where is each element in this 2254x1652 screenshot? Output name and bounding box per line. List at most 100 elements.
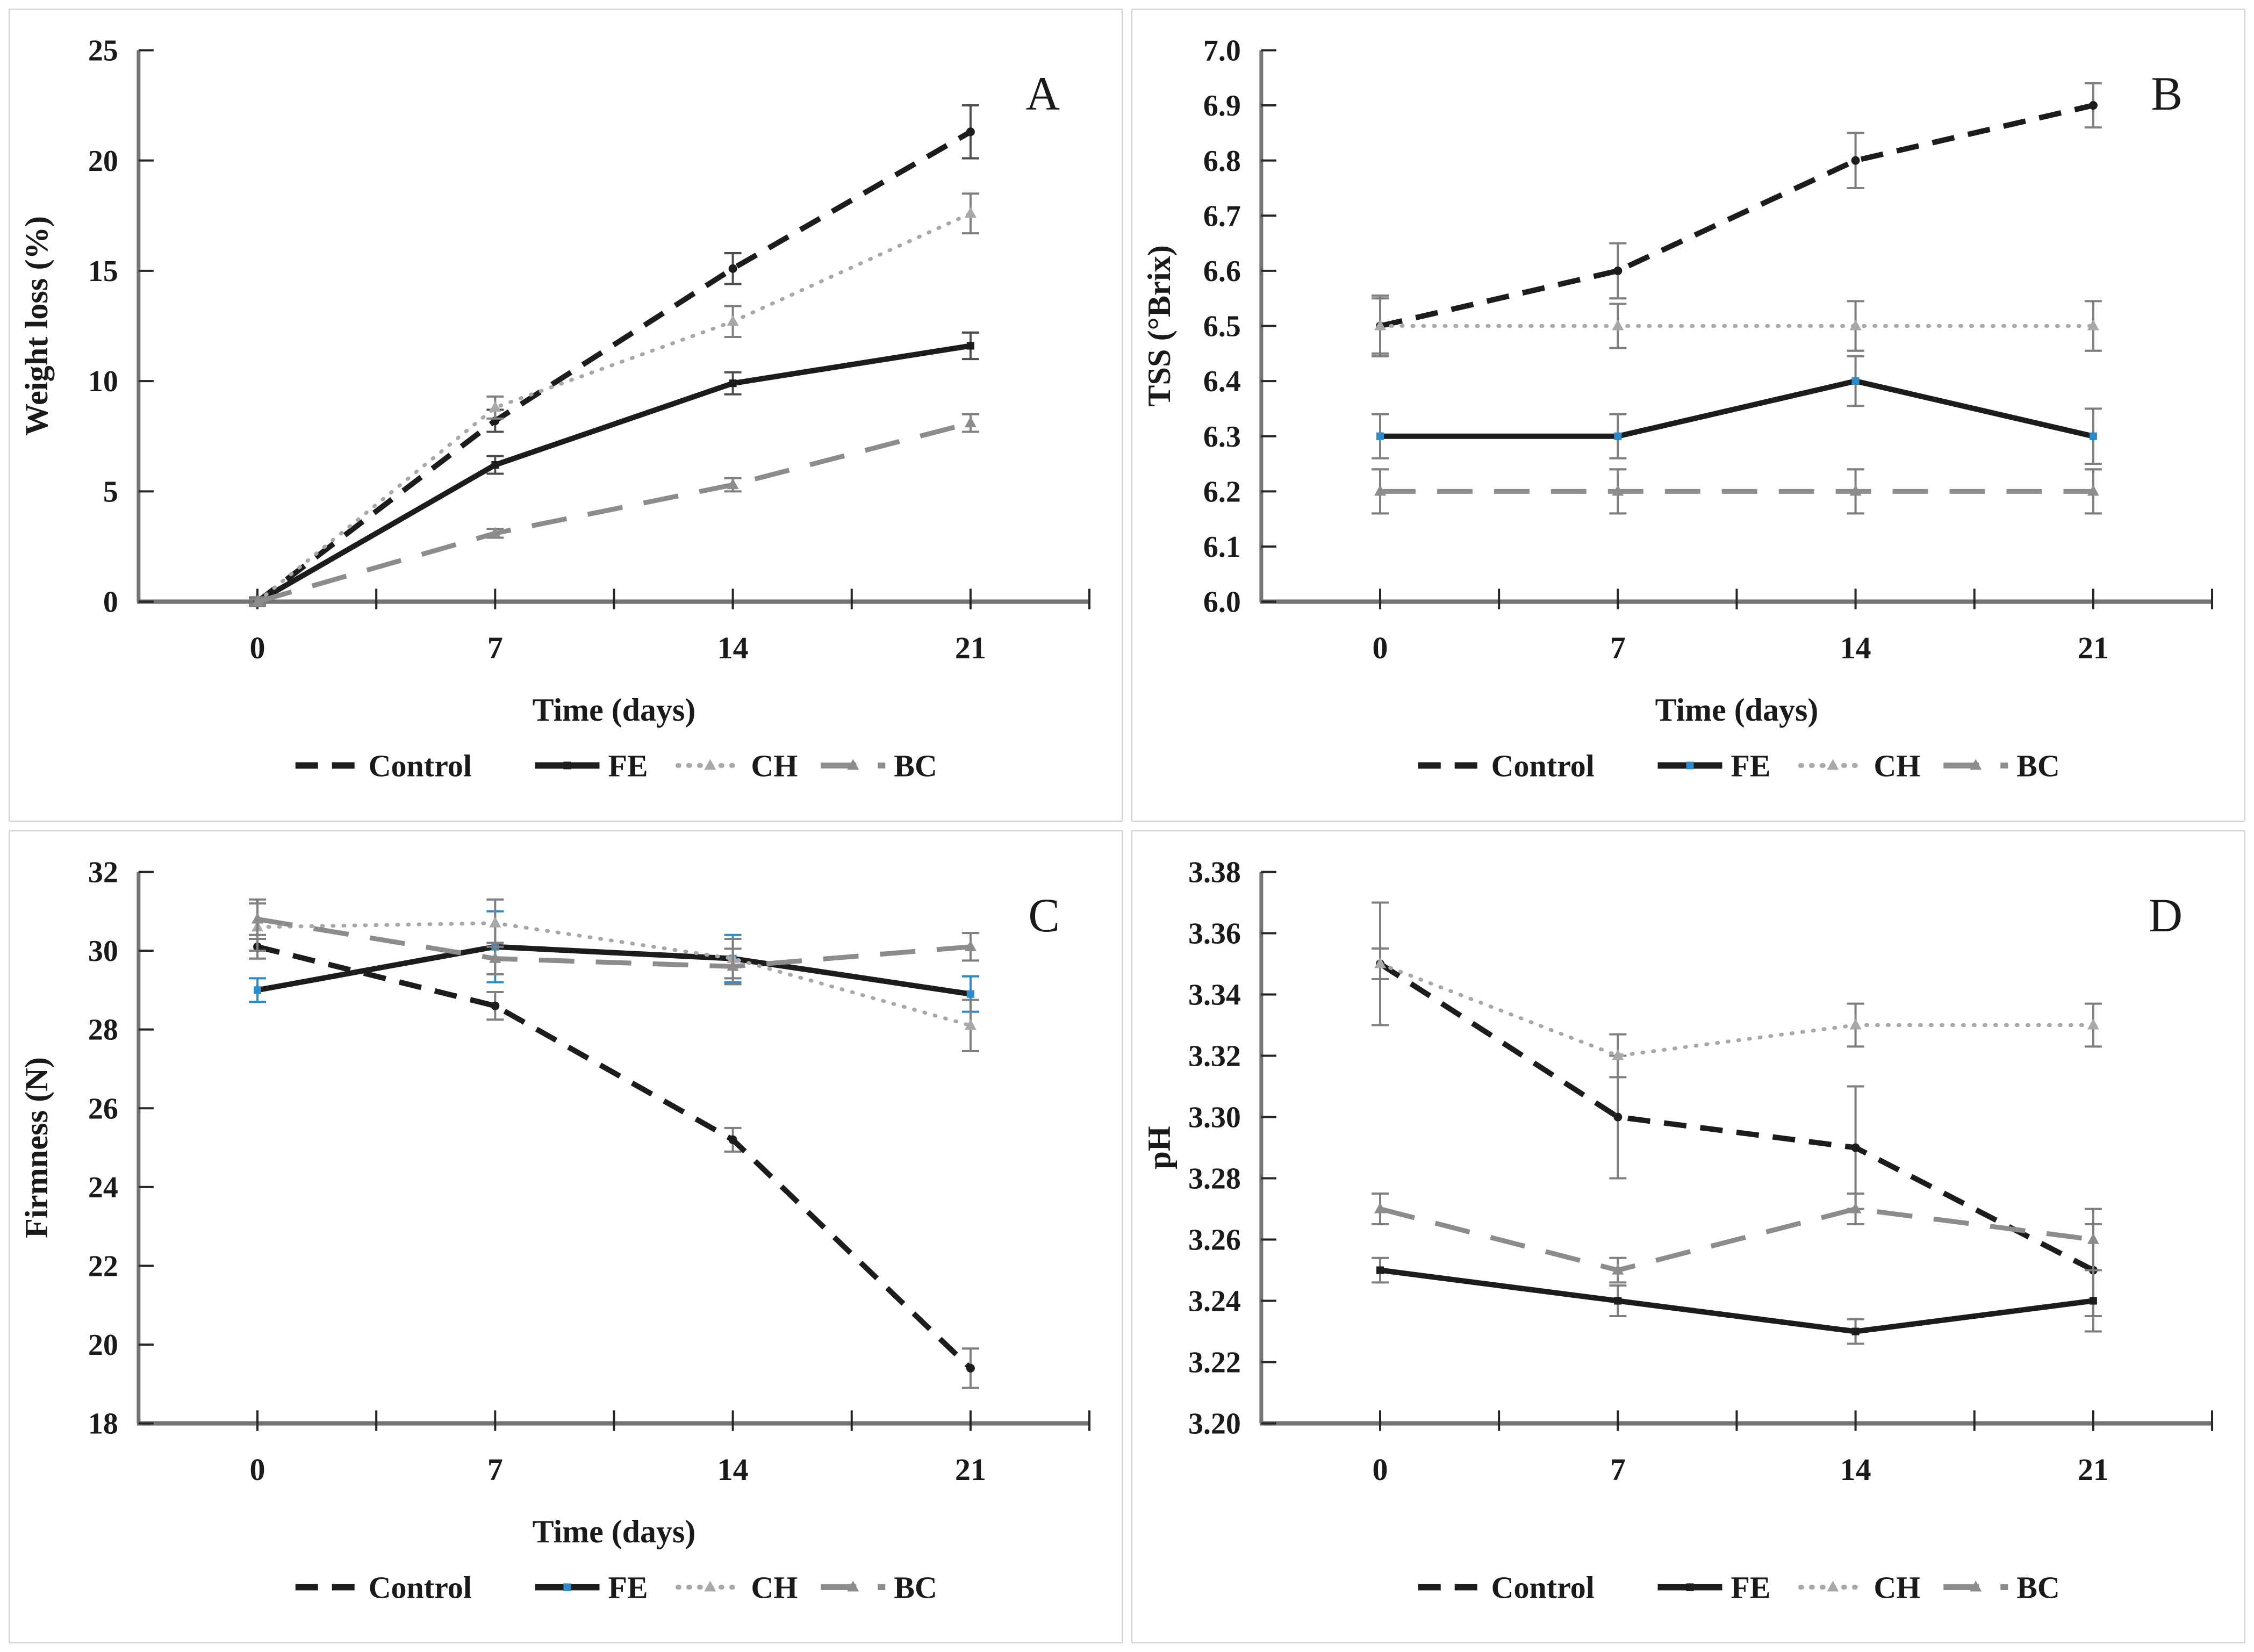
legend: Control FE CH BC: [1418, 748, 2060, 784]
y-tick-label: 15: [88, 255, 118, 288]
data-point-triangle: [964, 207, 977, 218]
plot-B: 6.0 6.1 6.2 6.3 6.4 6.5 6.6 6.7 6.8 6.9 7.0 0 7 14 21 T…: [1142, 34, 2214, 784]
data-point-triangle: [1374, 1202, 1387, 1213]
series-line-control: [256, 129, 972, 604]
series-ch: [249, 192, 979, 607]
data-point-square: [491, 461, 499, 469]
data-point-triangle: [704, 1581, 716, 1592]
legend-label-fe: FE: [608, 1570, 648, 1605]
x-tick-label: 7: [487, 1452, 503, 1487]
x-tick-label: 0: [1373, 1452, 1388, 1487]
x-tick-label: 7: [1610, 1452, 1626, 1487]
y-tick-label: 3.34: [1188, 978, 1241, 1011]
plot-D: 3.20 3.22 3.24 3.26 3.28 3.30 3.32 3.34 3.36 3.38…: [1142, 856, 2214, 1605]
data-point-dot: [2088, 101, 2098, 110]
x-axis-title: Time (days): [533, 1514, 696, 1550]
series-control: [249, 104, 979, 607]
data-point-square: [1376, 1266, 1384, 1274]
y-tick-label: 5: [103, 475, 118, 508]
data-point-triangle: [1827, 1581, 1839, 1592]
legend-label-ch: CH: [751, 748, 798, 783]
legend: Control FE CH BC: [295, 1570, 937, 1605]
data-point-square: [1614, 1297, 1622, 1305]
y-tick-label: 7.0: [1203, 34, 1241, 67]
y-tick-label: 24: [88, 1171, 118, 1204]
y-tick-label: 6.9: [1203, 89, 1241, 123]
data-point-square: [1851, 1327, 1860, 1335]
legend-label-fe: FE: [1731, 1570, 1770, 1605]
y-tick-label: 28: [88, 1014, 118, 1047]
data-point-triangle: [964, 416, 977, 428]
data-point-dot: [1851, 1143, 1860, 1152]
series-fe: [249, 331, 979, 606]
legend-label-control: Control: [1491, 1570, 1595, 1605]
panel-letter: B: [2151, 68, 2183, 120]
x-tick-label: 14: [717, 630, 749, 665]
y-tick-label: 26: [88, 1092, 118, 1125]
chart-weight-loss: 0 5 10 15 20 25 0 7 14 21 Time (days) Weight loss (…: [19, 34, 1091, 784]
series-line-bc: [257, 916, 971, 969]
data-point-triangle: [2087, 485, 2099, 496]
data-point-triangle: [727, 315, 739, 326]
plot-C: 18 20 22 24 26 28 30 32 0 7 14 21 Time (days) Firmnes…: [19, 856, 1091, 1605]
x-tick-label: 21: [955, 630, 986, 665]
x-tick-label: 14: [1840, 1452, 1871, 1487]
data-point-square: [2089, 432, 2097, 440]
data-point-triangle: [1849, 319, 1862, 331]
y-axis-title: Firmness (N): [19, 1057, 55, 1238]
data-point-triangle: [1374, 319, 1387, 331]
y-tick-label: 20: [88, 145, 118, 178]
data-point-dot: [966, 127, 975, 137]
series-bc: [1372, 468, 2102, 515]
data-point-triangle: [964, 1019, 977, 1030]
legend-label-control: Control: [1491, 748, 1595, 783]
x-tick-label: 21: [2078, 1452, 2109, 1487]
series-line-ch: [1378, 961, 2095, 1058]
series-line-ch: [255, 921, 973, 1028]
data-point-triangle: [1374, 485, 1387, 496]
y-axis-title: TSS (°Brix): [1142, 245, 1178, 407]
y-tick-label: 3.22: [1188, 1346, 1241, 1380]
data-point-triangle: [1612, 319, 1624, 331]
data-point-triangle: [727, 960, 739, 971]
series-ch: [1372, 295, 2102, 357]
data-point-triangle: [1970, 1581, 1982, 1592]
y-tick-label: 3.36: [1188, 917, 1241, 950]
y-tick-label: 18: [88, 1407, 118, 1441]
y-tick-label: 6.5: [1203, 310, 1241, 343]
data-point-triangle: [1970, 759, 1982, 770]
y-tick-label: 6.7: [1203, 199, 1241, 233]
data-point-square: [1851, 377, 1860, 385]
y-tick-label: 6.0: [1203, 586, 1241, 619]
x-tick-label: 14: [717, 1452, 749, 1487]
x-tick-label: 7: [487, 630, 503, 665]
data-point-triangle: [1612, 1263, 1624, 1275]
y-tick-label: 32: [88, 856, 118, 889]
x-tick-label: 7: [1610, 630, 1626, 665]
y-tick-label: 22: [88, 1249, 118, 1283]
data-point-dot: [1851, 156, 1860, 165]
series-line-ch: [255, 211, 973, 604]
series-line-control: [256, 944, 973, 1370]
y-tick-label: 6.8: [1203, 145, 1241, 178]
chart-tss: 6.0 6.1 6.2 6.3 6.4 6.5 6.6 6.7 6.8 6.9 7.0 0 7 14 21 T…: [1142, 34, 2214, 784]
legend-label-ch: CH: [751, 1570, 798, 1605]
y-tick-label: 3.38: [1188, 856, 1241, 889]
series-line-fe: [1380, 1267, 2094, 1334]
data-point-triangle: [704, 759, 716, 770]
data-point-triangle: [1849, 485, 1862, 496]
y-tick-label: 3.26: [1188, 1223, 1241, 1256]
series-bc: [1372, 1193, 2102, 1284]
legend-label-control: Control: [369, 1570, 472, 1605]
y-tick-label: 3.28: [1188, 1162, 1241, 1195]
x-tick-label: 21: [955, 1452, 986, 1487]
series-fe: [1372, 355, 2102, 465]
series-line-bc: [1379, 1206, 2094, 1273]
y-tick-label: 0: [103, 586, 118, 619]
panel-firmness: 18 20 22 24 26 28 30 32 0 7 14 21 Time (days) Firmnes…: [9, 830, 1123, 1643]
y-tick-label: 6.3: [1203, 420, 1241, 454]
data-point-square: [563, 1583, 571, 1591]
data-point-square: [966, 342, 974, 350]
series-fe: [1372, 1256, 2102, 1345]
legend-label-bc: BC: [2016, 1570, 2060, 1605]
